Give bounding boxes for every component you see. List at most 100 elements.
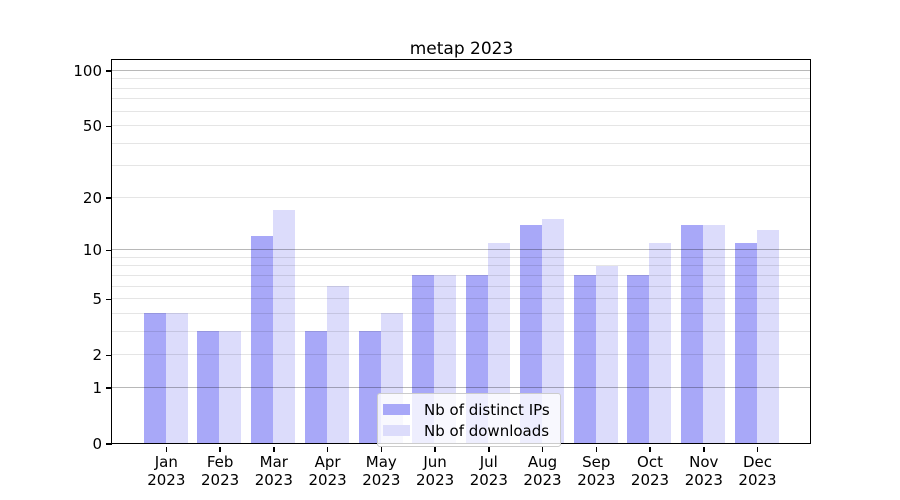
y-tick-100 xyxy=(105,70,112,72)
gridline-minor-7 xyxy=(112,274,810,276)
gridline-minor-3 xyxy=(112,330,810,332)
x-tick-apr xyxy=(326,446,329,452)
y-tick-label-50: 50 xyxy=(82,116,102,135)
x-tick-oct xyxy=(649,446,651,452)
gridline-minor-6 xyxy=(112,285,810,287)
gridline-minor-20 xyxy=(112,196,810,198)
x-tick-label-month: Mar xyxy=(259,452,288,471)
bar-apr-ips xyxy=(304,331,327,444)
x-tick-label-month: Aug xyxy=(527,452,558,471)
gridline-minor-70 xyxy=(112,98,810,100)
y-tick-label-100: 100 xyxy=(73,61,102,80)
x-tick-label-month: Nov xyxy=(689,452,719,471)
y-tick-0 xyxy=(105,443,112,445)
x-tick-aug xyxy=(541,446,544,452)
gridline-major-10 xyxy=(112,248,810,251)
y-tick-label-5: 5 xyxy=(92,289,102,308)
bar-jan-ips xyxy=(143,313,166,444)
plot-area xyxy=(112,60,810,444)
x-tick-mar xyxy=(273,446,275,452)
gridline-minor-4 xyxy=(112,312,810,314)
bar-sep-downloads xyxy=(595,265,618,444)
x-tick-label-year: 2023 xyxy=(630,471,670,489)
x-tick-dec xyxy=(756,446,759,452)
legend-entry-downloads: Nb of downloads xyxy=(383,420,550,441)
legend: Nb of distinct IPs Nb of downloads xyxy=(377,393,561,447)
x-tick-nov xyxy=(703,446,705,452)
x-tick-sep xyxy=(595,446,597,452)
x-tick-label-year: 2023 xyxy=(362,471,401,489)
bar-oct-ips xyxy=(627,275,650,444)
x-tick-label-sep: Sep 2023 xyxy=(564,453,628,490)
gridline-minor-40 xyxy=(112,142,810,144)
x-tick-may xyxy=(380,446,383,452)
bar-nov-ips xyxy=(681,224,704,444)
bar-jan-downloads xyxy=(165,313,188,444)
gridline-minor-2 xyxy=(112,354,810,356)
y-tick-20 xyxy=(105,197,112,199)
x-tick-label-year: 2023 xyxy=(147,471,186,489)
y-tick-label-20: 20 xyxy=(82,188,102,207)
x-tick-label-may: May 2023 xyxy=(349,453,413,490)
x-tick-label-month: Jun xyxy=(423,452,447,471)
x-tick-label-month: Sep xyxy=(582,452,611,471)
legend-label-downloads: Nb of downloads xyxy=(424,421,550,440)
plot-frame xyxy=(111,59,811,445)
x-tick-label-jun: Jun 2023 xyxy=(403,453,467,490)
x-tick-label-nov: Nov 2023 xyxy=(672,453,736,490)
gridline-major-1 xyxy=(112,386,810,388)
x-tick-label-year: 2023 xyxy=(254,471,293,489)
x-tick-label-year: 2023 xyxy=(201,471,240,489)
x-tick-label-jan: Jan 2023 xyxy=(134,453,198,490)
x-tick-label-month: Oct xyxy=(637,452,663,471)
x-tick-label-year: 2023 xyxy=(469,471,508,489)
y-tick-1 xyxy=(105,387,112,389)
bar-mar-downloads xyxy=(273,209,296,444)
x-tick-label-year: 2023 xyxy=(308,471,347,489)
bar-may-ips xyxy=(358,331,381,444)
gridline-minor-60 xyxy=(112,110,810,112)
bar-oct-downloads xyxy=(649,242,672,444)
x-tick-label-oct: Oct 2023 xyxy=(618,453,682,490)
x-tick-label-aug: Aug 2023 xyxy=(511,453,575,490)
x-tick-label-jul: Jul 2023 xyxy=(457,453,521,490)
x-tick-label-dec: Dec 2023 xyxy=(726,453,790,490)
x-tick-label-year: 2023 xyxy=(684,471,723,489)
x-tick-label-year: 2023 xyxy=(523,471,562,489)
bar-dec-ips xyxy=(734,242,757,444)
y-tick-label-0: 0 xyxy=(92,434,102,453)
y-tick-5 xyxy=(105,298,112,300)
gridline-minor-90 xyxy=(112,78,810,80)
legend-swatch-downloads xyxy=(383,425,410,436)
bar-dec-downloads xyxy=(756,230,779,444)
gridline-minor-50 xyxy=(112,125,810,127)
legend-label-distinct-ips: Nb of distinct IPs xyxy=(424,400,550,419)
bar-aug-downloads xyxy=(541,219,564,444)
y-tick-label-2: 2 xyxy=(92,345,102,364)
x-tick-feb xyxy=(219,446,221,452)
x-tick-label-feb: Feb 2023 xyxy=(188,453,252,490)
y-tick-50 xyxy=(105,125,112,128)
y-tick-label-10: 10 xyxy=(82,240,102,259)
x-tick-jan xyxy=(165,446,168,452)
gridline-minor-8 xyxy=(112,265,810,267)
x-tick-label-month: May xyxy=(365,452,397,471)
gridline-minor-80 xyxy=(112,87,810,89)
x-tick-label-year: 2023 xyxy=(738,471,777,489)
gridline-minor-30 xyxy=(112,165,810,167)
x-tick-label-month: Feb xyxy=(206,452,234,471)
x-tick-label-mar: Mar 2023 xyxy=(242,453,306,490)
gridline-minor-5 xyxy=(112,298,810,300)
gridline-minor-9 xyxy=(112,256,810,258)
x-tick-label-apr: Apr 2023 xyxy=(296,453,360,490)
x-tick-label-month: Jan xyxy=(154,452,178,471)
bar-sep-ips xyxy=(573,275,596,444)
x-tick-label-year: 2023 xyxy=(577,471,616,489)
x-tick-label-month: Apr xyxy=(314,452,341,471)
gridline-major-100 xyxy=(112,69,810,72)
y-tick-label-1: 1 xyxy=(92,378,102,397)
x-tick-jul xyxy=(488,446,490,452)
bar-feb-ips xyxy=(197,331,220,444)
bar-nov-downloads xyxy=(703,224,726,444)
